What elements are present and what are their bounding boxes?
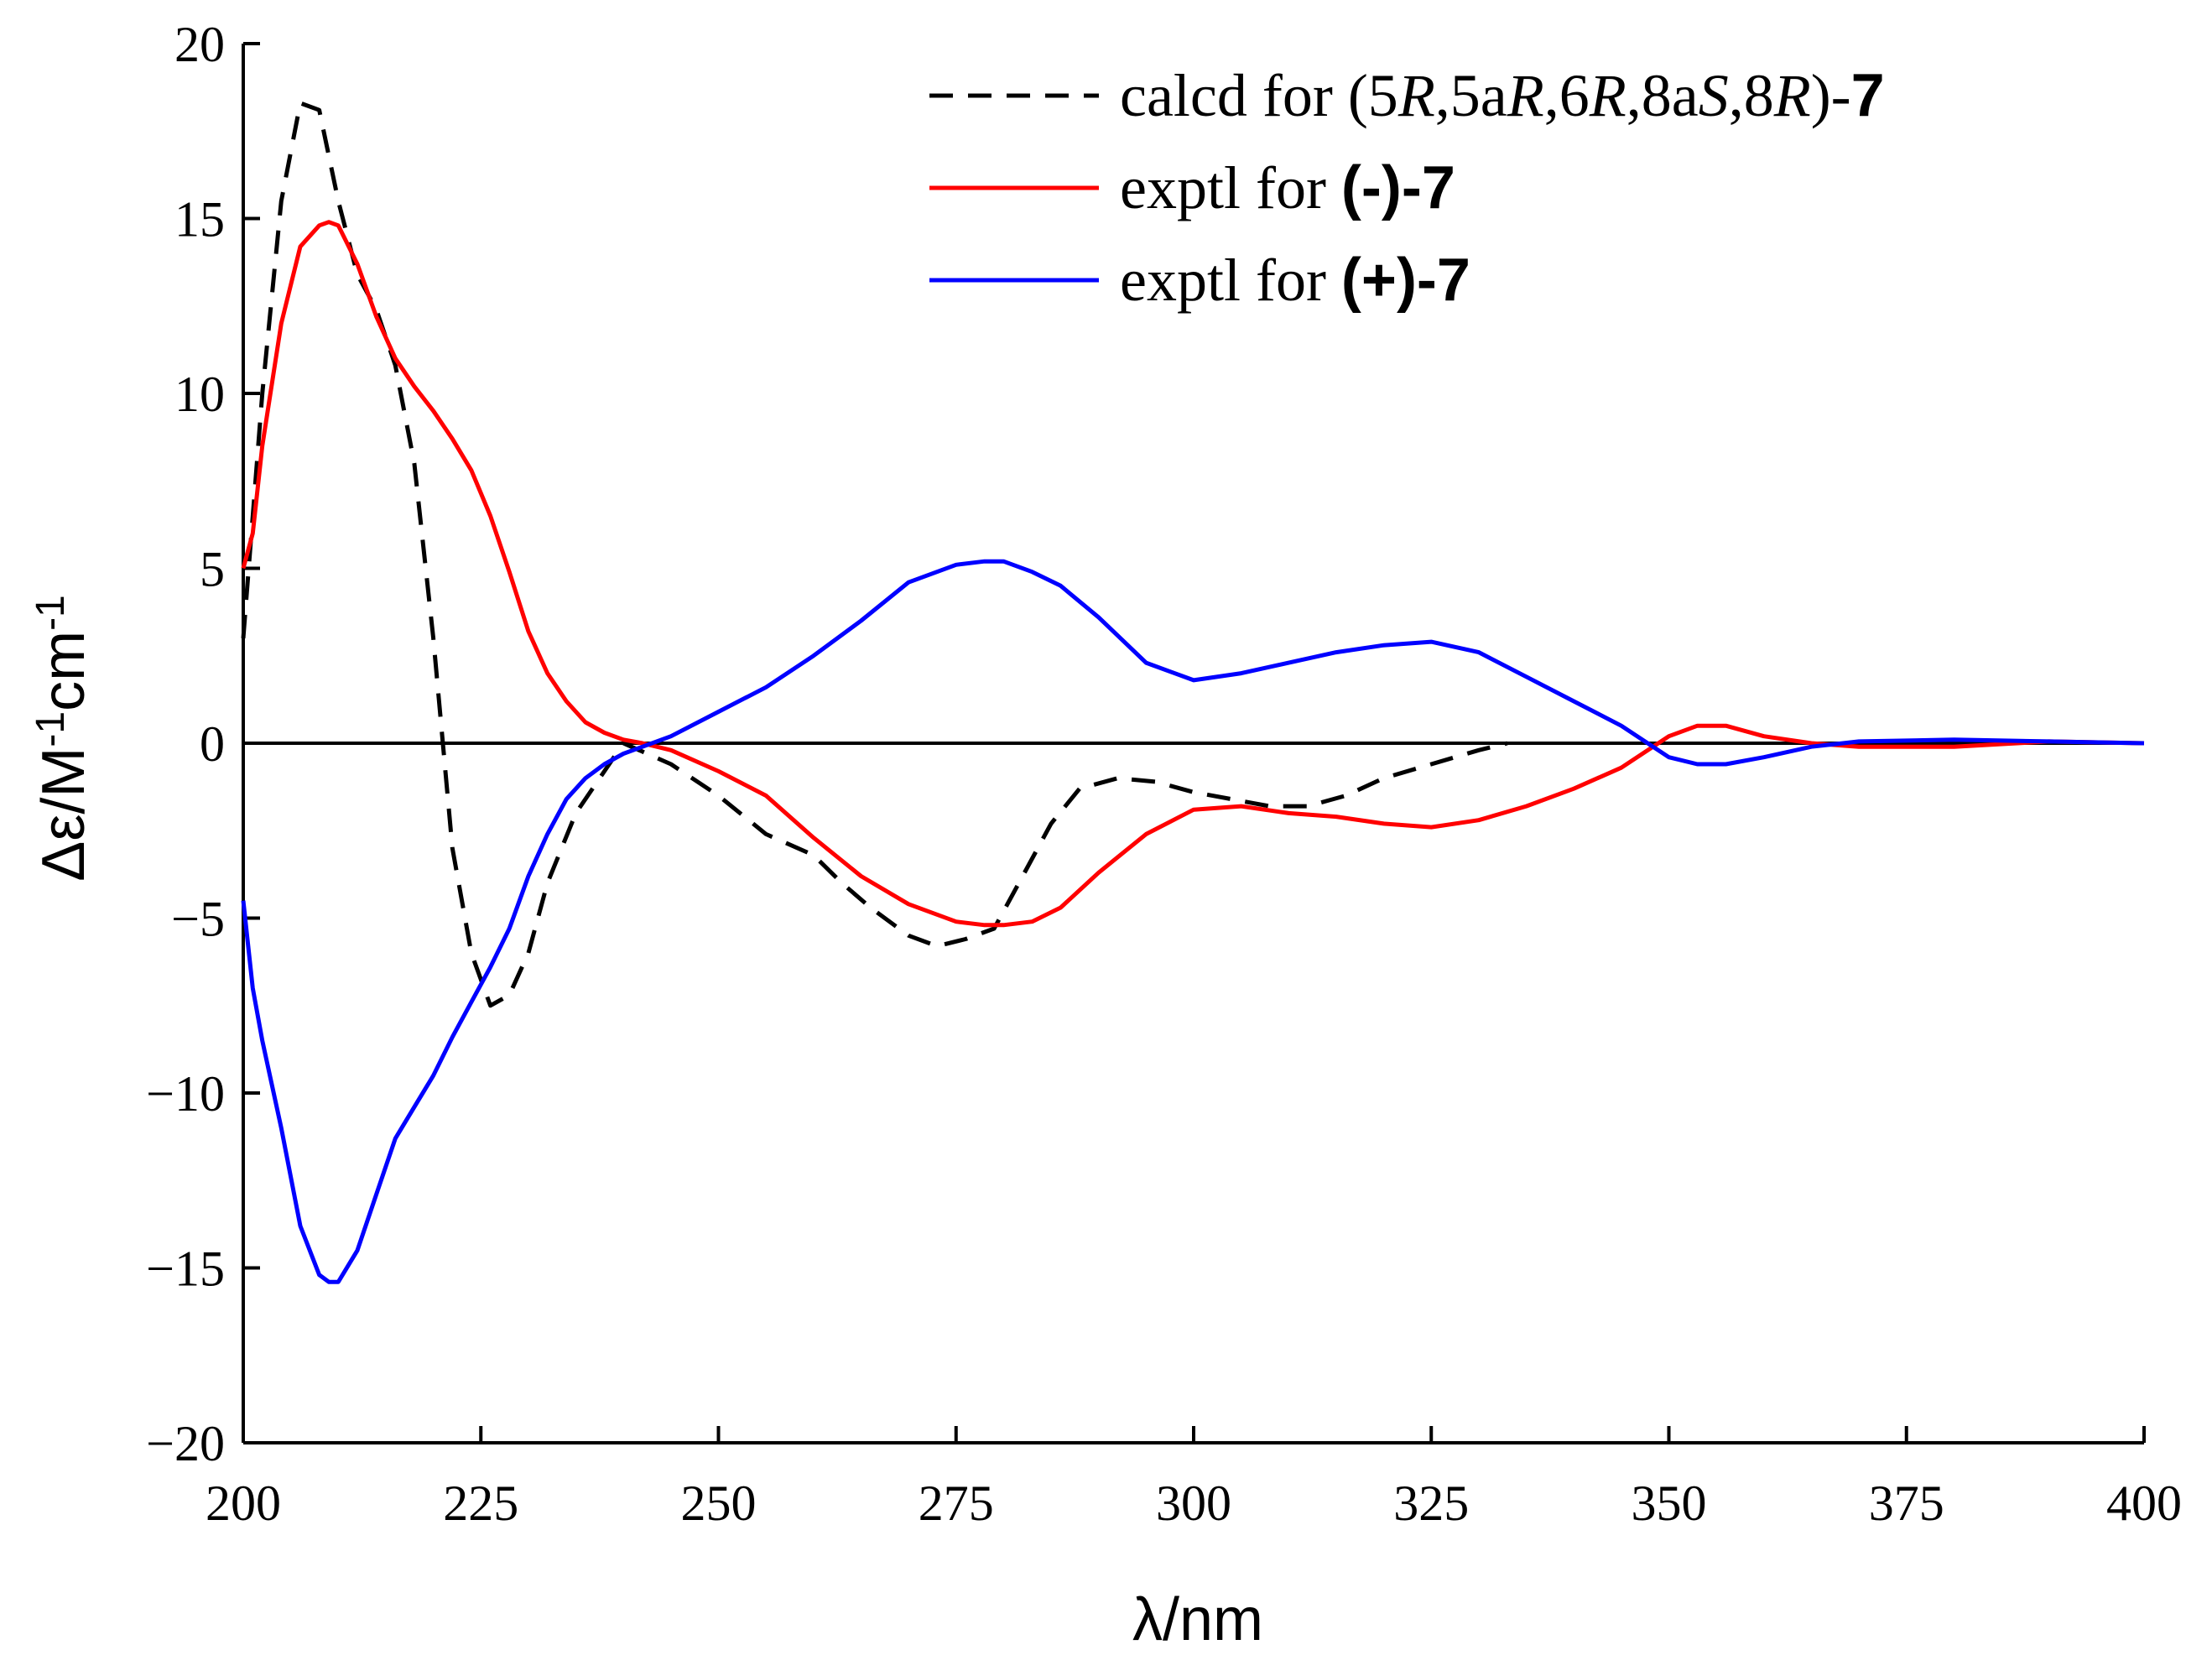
legend-label-2: exptl for (+)-7	[1120, 247, 1470, 314]
y-tick-label: 15	[174, 192, 225, 247]
y-tick-label: −5	[171, 892, 225, 947]
legend-label-run: )-	[1811, 62, 1851, 129]
legend-label-run: calcd for (5	[1120, 62, 1398, 129]
plot-area: −20 −15 −10 −5 0 5 10 15 20 200 225 250 275 300 325 350…	[146, 17, 2182, 1531]
legend-label-run: (+)-7	[1341, 247, 1470, 314]
x-tick-label: 325	[1393, 1476, 1469, 1531]
x-tick-label: 350	[1632, 1476, 1707, 1531]
legend-label-1: exptl for (-)-7	[1120, 154, 1455, 221]
legend-label-run: ,8	[1729, 62, 1774, 129]
x-tick-label: 375	[1869, 1476, 1944, 1531]
x-tick-label: 275	[919, 1476, 994, 1531]
legend-label-run: R	[1397, 62, 1435, 129]
legend-label-run: ,5a	[1435, 62, 1507, 129]
y-axis-label: Δε/M-1cm-1	[29, 595, 97, 882]
x-tick-label: 300	[1156, 1476, 1231, 1531]
y-axis-label-sup2: -1	[29, 595, 73, 631]
legend-label-run: exptl for	[1120, 247, 1341, 314]
legend-label-run: R	[1507, 62, 1544, 129]
legend-label-run: R	[1589, 62, 1626, 129]
legend-label-0: calcd for (5R,5aR,6R,8aS,8R)-7	[1120, 62, 1885, 129]
y-tick-label: 10	[174, 367, 225, 422]
y-tick-label: 20	[174, 17, 225, 72]
legend-label-run: R	[1773, 62, 1811, 129]
legend-label-run: ,8a	[1626, 62, 1699, 129]
x-tick-label: 400	[2106, 1476, 2182, 1531]
y-axis-label-sup1: -1	[29, 711, 73, 747]
series-line-2	[241, 559, 2145, 1284]
legend-label-run: ,6	[1544, 62, 1590, 129]
legend-label-run: 7	[1851, 62, 1885, 129]
x-tick-label: 200	[206, 1476, 281, 1531]
y-tick-label: −15	[146, 1241, 225, 1297]
x-tick-label: 225	[443, 1476, 518, 1531]
x-axis-label: λ/nm	[1132, 1586, 1263, 1653]
series-line-0	[241, 101, 1508, 1008]
y-tick-label: 5	[200, 542, 225, 597]
y-axis-label-mid: cm	[30, 631, 97, 711]
legend-label-run: S	[1699, 62, 1729, 129]
y-tick-label: −20	[146, 1416, 225, 1471]
x-tick-label: 250	[681, 1476, 757, 1531]
y-tick-label: −10	[146, 1066, 225, 1122]
y-axis-label-main: Δε/M	[30, 747, 97, 882]
legend-label-run: exptl for	[1120, 154, 1341, 221]
legend-label-run: (-)-7	[1341, 154, 1455, 221]
series-line-1	[241, 220, 2145, 928]
y-tick-label: 0	[200, 716, 225, 772]
